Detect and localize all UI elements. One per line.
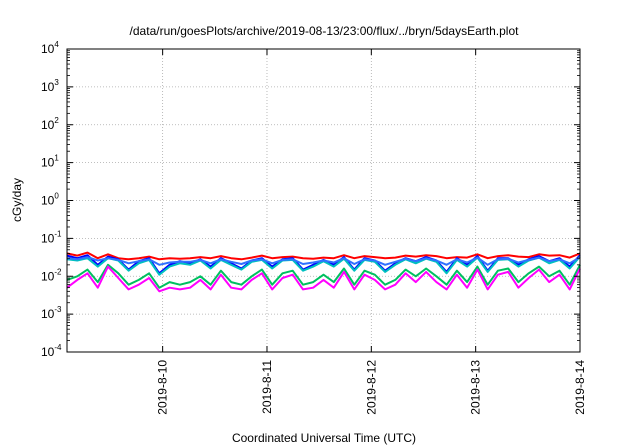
y-tick-exponent: -2 (54, 267, 62, 276)
y-axis-label: cGy/day (10, 178, 24, 222)
y-tick-label: 10-4 (41, 343, 62, 359)
x-tick-label: 2019-8-13 (469, 360, 483, 415)
series-line-4 (66, 263, 581, 289)
series-line-5 (66, 265, 581, 293)
y-tick-exponent: 0 (54, 192, 59, 201)
x-tick-label: 2019-8-12 (364, 360, 378, 415)
y-tick-label: 100 (41, 192, 59, 208)
y-tick-label: 101 (41, 154, 59, 170)
x-tick-label: 2019-8-11 (260, 360, 274, 414)
series-line-1 (66, 251, 581, 261)
y-tick-base: 10 (41, 156, 55, 170)
plot-frame (66, 48, 581, 353)
y-tick-label: 102 (41, 116, 59, 132)
y-tick-label: 10-2 (41, 267, 62, 283)
y-tick-label: 104 (41, 40, 59, 56)
y-tick-base: 10 (41, 194, 55, 208)
y-tick-exponent: -1 (54, 229, 62, 238)
y-tick-exponent: 3 (54, 78, 59, 87)
grid (67, 49, 580, 352)
y-tick-exponent: -4 (54, 343, 62, 352)
y-tick-base: 10 (41, 231, 55, 245)
y-tick-exponent: 2 (54, 116, 59, 125)
y-tick-base: 10 (41, 345, 55, 359)
series-layer (66, 251, 581, 293)
x-tick-label: 2019-8-10 (156, 360, 170, 415)
y-tick-label: 103 (41, 78, 59, 94)
y-tick-base: 10 (41, 80, 55, 94)
y-tick-base: 10 (41, 269, 55, 283)
chart-title: /data/run/goesPlots/archive/2019-08-13/2… (130, 24, 520, 38)
y-tick-base: 10 (41, 118, 55, 132)
x-axis-label: Coordinated Universal Time (UTC) (232, 431, 416, 445)
x-axis: 2019-8-10 2019-8-11 2019-8-12 2019-8-13 2019… (156, 49, 587, 415)
y-tick-base: 10 (41, 42, 55, 56)
y-tick-base: 10 (41, 307, 55, 321)
y-tick-exponent: 4 (54, 40, 59, 49)
y-tick-label: 10-1 (41, 229, 62, 245)
y-tick-label: 10-3 (41, 305, 62, 321)
series-line-6 (66, 256, 581, 266)
x-tick-label: 2019-8-14 (573, 360, 587, 415)
y-tick-exponent: -3 (54, 305, 62, 314)
y-tick-exponent: 1 (54, 154, 59, 163)
